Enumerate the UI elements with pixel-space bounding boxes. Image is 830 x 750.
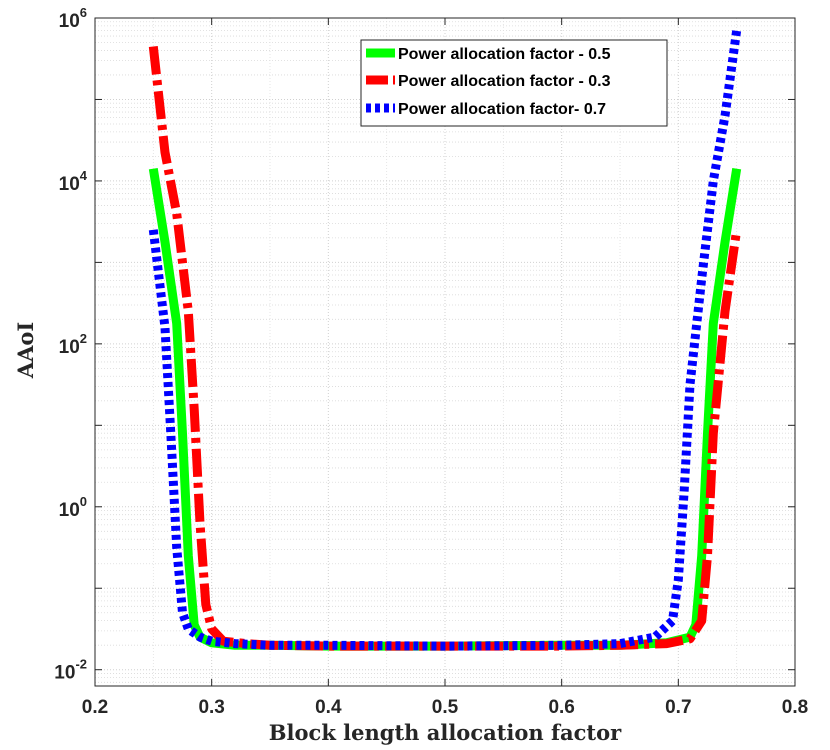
y-tick-exponent: -2 xyxy=(75,657,87,672)
x-tick-label: 0.5 xyxy=(432,697,459,718)
x-tick-label: 0.2 xyxy=(82,697,108,718)
y-axis-label: AAoI xyxy=(13,322,38,379)
legend-label-1: Power allocation factor - 0.3 xyxy=(398,73,611,90)
legend: Power allocation factor - 0.5 Power allo… xyxy=(360,39,668,127)
y-tick-exponent: 2 xyxy=(80,331,87,346)
x-tick-label: 0.3 xyxy=(198,697,224,718)
y-tick-base: 10 xyxy=(59,337,80,358)
y-tick-exponent: 4 xyxy=(80,168,88,183)
y-tick-base: 10 xyxy=(59,11,80,32)
y-tick-label: 104 xyxy=(59,168,88,195)
y-tick-exponent: 6 xyxy=(80,5,87,20)
y-tick-base: 10 xyxy=(59,174,80,195)
y-tick-label: 100 xyxy=(59,494,87,521)
series-line-2 xyxy=(148,29,742,651)
y-tick-label: 106 xyxy=(59,5,87,32)
y-tick-base: 10 xyxy=(59,500,80,521)
series-line-1 xyxy=(148,46,742,651)
x-tick-labels: 0.2 0.3 0.4 0.5 0.6 0.7 0.8 xyxy=(82,697,808,718)
legend-box xyxy=(360,39,668,127)
legend-label-2: Power allocation factor- 0.7 xyxy=(398,101,606,118)
x-tick-label: 0.8 xyxy=(782,697,808,718)
tick-marks xyxy=(94,17,796,686)
x-tick-label: 0.4 xyxy=(315,697,342,718)
y-tick-label: 10-2 xyxy=(54,657,87,684)
legend-label-0: Power allocation factor - 0.5 xyxy=(398,46,611,63)
x-axis-label: Block length allocation factor xyxy=(269,720,622,745)
x-tick-label: 0.6 xyxy=(548,697,574,718)
y-tick-exponent: 0 xyxy=(80,494,87,509)
major-grid xyxy=(95,17,795,686)
x-tick-label: 0.7 xyxy=(665,697,691,718)
y-tick-label: 102 xyxy=(59,331,87,358)
series-layer xyxy=(148,29,742,651)
minor-grid xyxy=(95,18,795,686)
y-tick-base: 10 xyxy=(54,663,75,684)
